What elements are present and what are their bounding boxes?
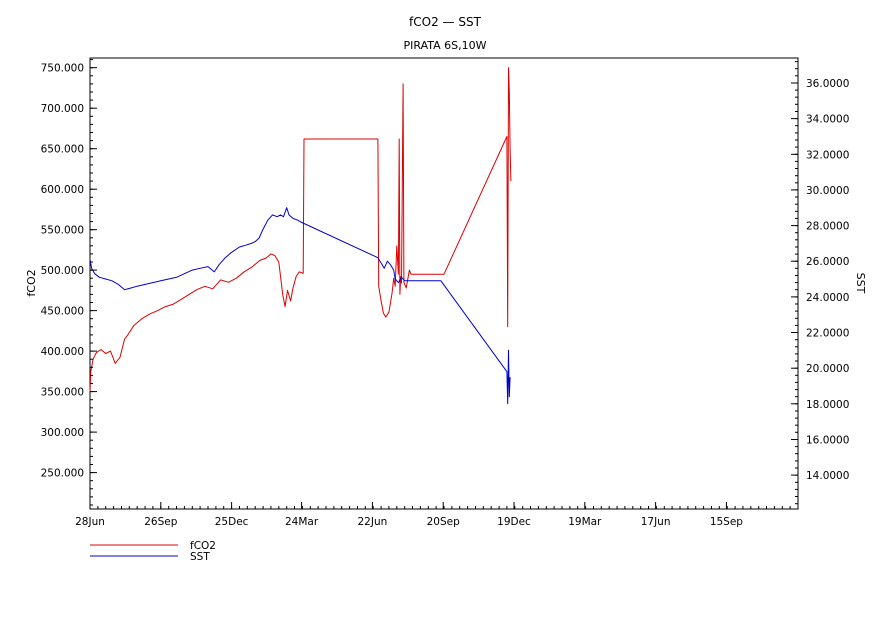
legend: fCO2 SST (90, 540, 216, 563)
y-left-tick-label: 750.000 (41, 63, 84, 75)
y-right-tick-label: 22.0000 (806, 328, 849, 340)
series-line-sst (89, 207, 511, 405)
y-right-tick-label: 16.0000 (806, 435, 849, 447)
y-right-tick-label: 36.0000 (806, 78, 849, 90)
x-tick-label: 20Sep (427, 516, 460, 528)
y-left-tick-label: 300.000 (41, 427, 84, 439)
y-right-tick-label: 24.0000 (806, 292, 849, 304)
y-right-tick-label: 20.0000 (806, 363, 849, 375)
legend-label-sst: SST (190, 551, 210, 563)
x-tick-label: 22Jun (358, 516, 388, 528)
x-axis: 28Jun 26Sep 25Dec 24Mar 22Jun 20Sep 19Dec 19Mar… (75, 502, 799, 528)
y-axis-right-label: SST (854, 273, 867, 294)
y-axis-right: 14.0000 16.0000 18.0000 20.0000 22.0000 24.00… (791, 61, 849, 505)
x-tick-label: 19Mar (568, 516, 602, 528)
series-layer (89, 67, 512, 405)
y-right-tick-label: 14.0000 (806, 470, 849, 482)
series-line-fco2 (89, 67, 512, 392)
x-tick-label: 19Dec (497, 516, 531, 528)
y-left-tick-label: 700.000 (41, 103, 84, 115)
y-right-tick-label: 32.0000 (806, 149, 849, 161)
y-left-tick-label: 450.000 (41, 306, 84, 318)
y-right-tick-label: 28.0000 (806, 221, 849, 233)
y-right-tick-label: 30.0000 (806, 185, 849, 197)
x-tick-label: 28Jun (75, 516, 105, 528)
y-axis-left: 250.000 300.000 350.000 400.000 450.000 500.0… (41, 59, 97, 506)
x-tick-label: 17Jun (641, 516, 671, 528)
y-right-tick-label: 34.0000 (806, 114, 849, 126)
y-right-tick-label: 18.0000 (806, 399, 849, 411)
y-left-tick-label: 600.000 (41, 184, 84, 196)
x-tick-label: 26Sep (144, 516, 177, 528)
y-right-tick-label: 26.0000 (806, 256, 849, 268)
y-left-tick-label: 500.000 (41, 265, 84, 277)
x-tick-label: 25Dec (215, 516, 249, 528)
x-tick-label: 15Sep (710, 516, 743, 528)
y-left-tick-label: 650.000 (41, 144, 84, 156)
chart-subtitle: PIRATA 6S,10W (404, 39, 487, 52)
y-left-tick-label: 350.000 (41, 387, 84, 399)
y-left-tick-label: 250.000 (41, 468, 84, 480)
x-tick-label: 24Mar (285, 516, 319, 528)
chart-title: fCO2 — SST (409, 15, 482, 29)
y-left-tick-label: 550.000 (41, 225, 84, 237)
y-axis-left-label: fCO2 (25, 269, 38, 296)
legend-label-fco2: fCO2 (190, 540, 216, 552)
plot-frame (89, 57, 799, 510)
y-left-tick-label: 400.000 (41, 346, 84, 358)
